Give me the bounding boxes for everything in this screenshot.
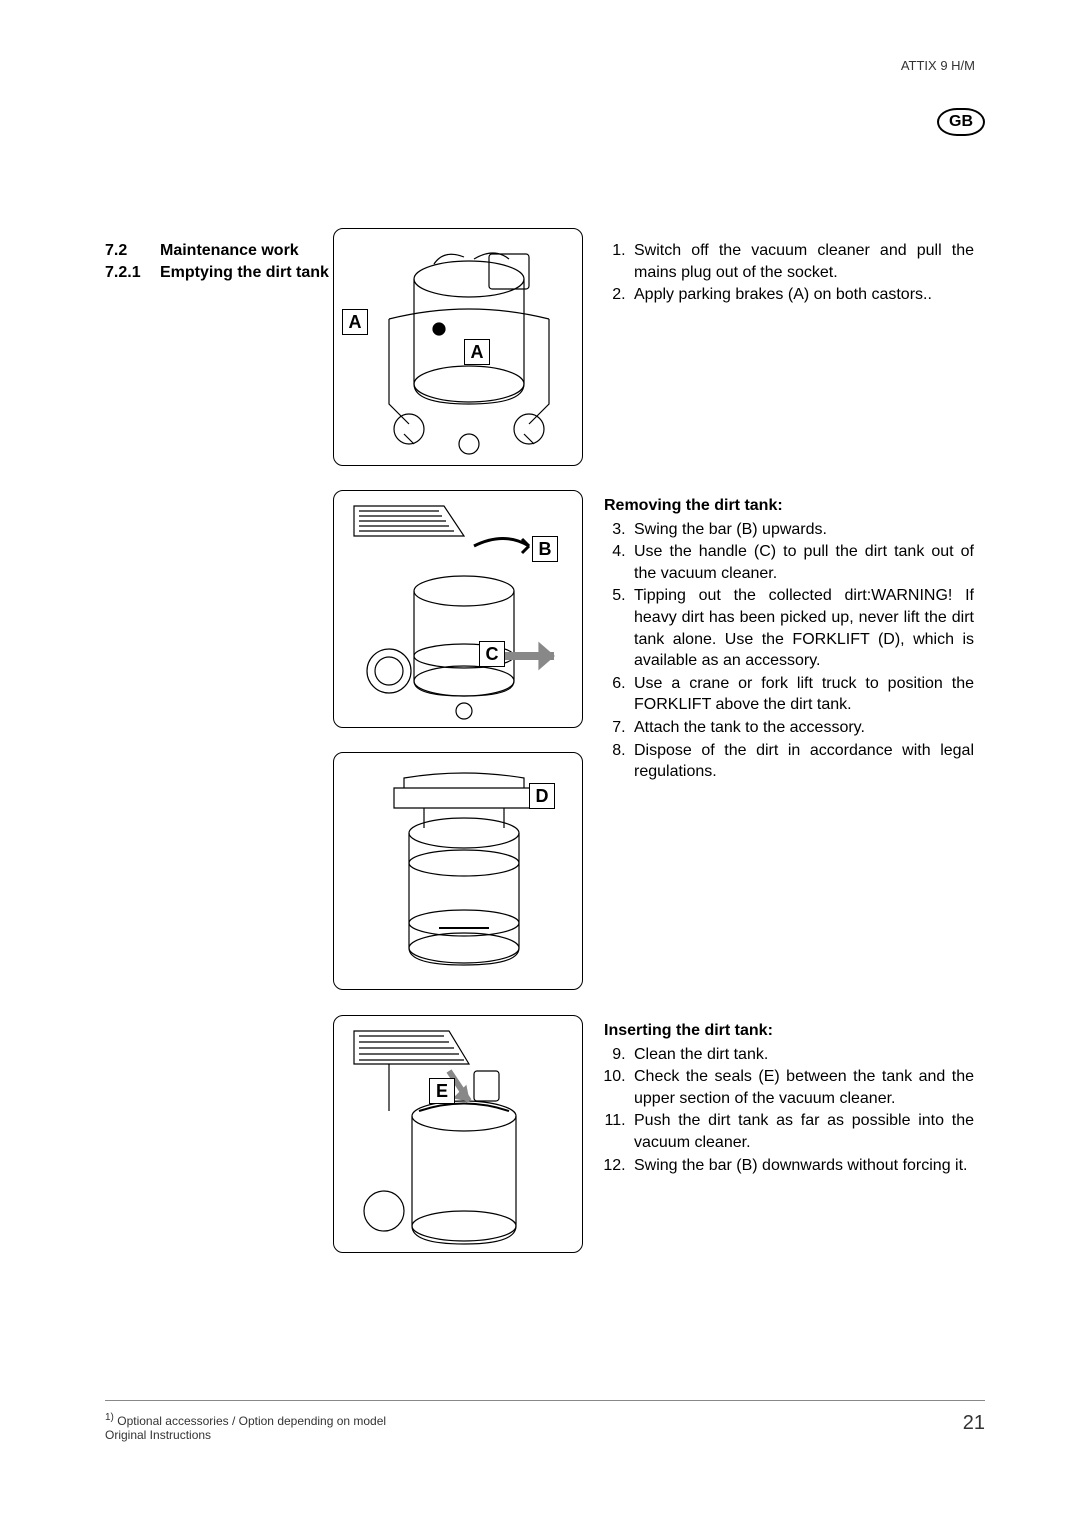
footer-rule: [105, 1400, 985, 1411]
footnote-original: Original Instructions: [105, 1428, 386, 1442]
footer-notes: 1) Optional accessories / Option dependi…: [105, 1412, 386, 1442]
instruction-step-9: Clean the dirt tank.: [630, 1044, 974, 1066]
instruction-step-11: Push the dirt tank as far as possible in…: [630, 1110, 974, 1153]
instruction-step-4: Use the handle (C) to pull the dirt tank…: [630, 541, 974, 584]
section-titles: Maintenance work Emptying the dirt tank: [160, 240, 329, 285]
removing-heading: Removing the dirt tank:: [604, 495, 974, 517]
footnote-text: Optional accessories / Option depending …: [114, 1414, 386, 1428]
section-title-1: Maintenance work: [160, 240, 329, 262]
instruction-step-10: Check the seals (E) between the tank and…: [630, 1066, 974, 1109]
instruction-step-2: Apply parking brakes (A) on both castors…: [630, 284, 974, 306]
instruction-step-1: Switch off the vacuum cleaner and pull t…: [630, 240, 974, 283]
inserting-heading: Inserting the dirt tank:: [604, 1020, 974, 1042]
instruction-step-12: Swing the bar (B) downwards without forc…: [630, 1155, 974, 1177]
section-numbers: 7.2 7.2.1: [105, 240, 141, 285]
page-number: 21: [963, 1412, 985, 1435]
instruction-step-3: Swing the bar (B) upwards.: [630, 519, 974, 541]
section-num-2: 7.2.1: [105, 262, 141, 284]
insert-tank-diagram-icon: [334, 1016, 584, 1254]
figure-3: D: [333, 752, 583, 990]
instruction-block-2: Removing the dirt tank: Swing the bar (B…: [604, 495, 974, 784]
figure-label-d: D: [529, 783, 555, 809]
section-num-1: 7.2: [105, 240, 141, 262]
instruction-step-8: Dispose of the dirt in accordance with l…: [630, 740, 974, 783]
footnote-sup: 1): [105, 1412, 114, 1423]
instruction-step-5: Tipping out the collected dirt:WARNING! …: [630, 585, 974, 671]
instruction-step-6: Use a crane or fork lift truck to positi…: [630, 673, 974, 716]
vacuum-cleaner-diagram-icon: [334, 229, 584, 467]
section-title-2: Emptying the dirt tank: [160, 262, 329, 284]
figure-label-e: E: [429, 1078, 455, 1104]
figure-label-b: B: [532, 536, 558, 562]
figure-1: A A: [333, 228, 583, 466]
dirt-tank-remove-diagram-icon: [334, 491, 584, 729]
instruction-block-3: Inserting the dirt tank: Clean the dirt …: [604, 1020, 974, 1177]
footnote-accessories: 1) Optional accessories / Option dependi…: [105, 1412, 386, 1428]
figure-4: E: [333, 1015, 583, 1253]
language-badge: GB: [937, 108, 985, 136]
instruction-block-1: Switch off the vacuum cleaner and pull t…: [604, 240, 974, 307]
figure-label-a-inner: A: [464, 339, 490, 365]
figure-label-a-outer: A: [342, 309, 368, 335]
figure-label-c: C: [479, 641, 505, 667]
product-header: ATTIX 9 H/M: [901, 58, 975, 73]
instruction-step-7: Attach the tank to the accessory.: [630, 717, 974, 739]
figure-2: B C: [333, 490, 583, 728]
